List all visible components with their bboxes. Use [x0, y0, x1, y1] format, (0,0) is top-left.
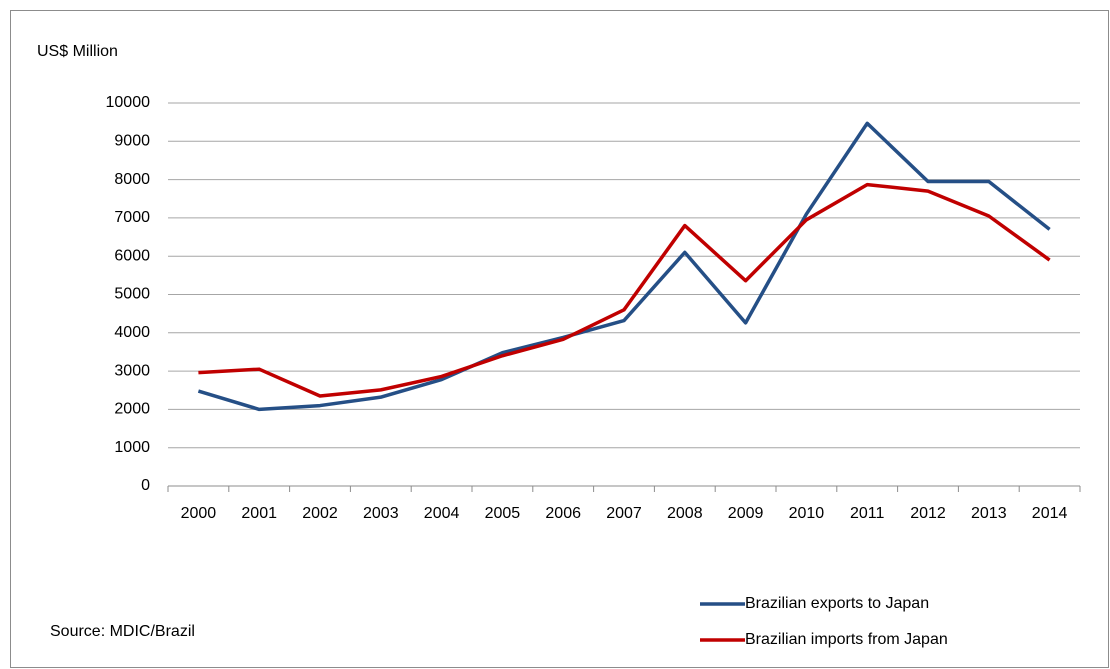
y-tick-label: 4000 — [114, 324, 150, 341]
x-tick-label: 2014 — [1032, 505, 1068, 522]
source-note: Source: MDIC/Brazil — [50, 623, 195, 640]
y-tick-label: 0 — [141, 477, 150, 494]
y-tick-label: 9000 — [114, 133, 150, 150]
x-tick-label: 2009 — [728, 505, 764, 522]
x-tick-label: 2000 — [181, 505, 217, 522]
x-tick-label: 2008 — [667, 505, 703, 522]
x-tick-label: 2007 — [606, 505, 642, 522]
x-tick-label: 2003 — [363, 505, 399, 522]
y-tick-label: 6000 — [114, 247, 150, 264]
x-tick-label: 2001 — [241, 505, 277, 522]
x-tick-label: 2006 — [545, 505, 581, 522]
legend-label: Brazilian exports to Japan — [745, 595, 929, 612]
y-axis-label: US$ Million — [37, 43, 118, 60]
y-tick-label: 7000 — [114, 209, 150, 226]
series-line — [198, 182, 1051, 398]
y-tick-label: 5000 — [114, 286, 150, 303]
series-line — [197, 121, 1051, 412]
x-tick-label: 2012 — [910, 505, 946, 522]
x-tick-label: 2010 — [789, 505, 825, 522]
x-tick-label: 2011 — [850, 505, 885, 522]
y-tick-label: 3000 — [114, 362, 150, 379]
y-tick-label: 8000 — [114, 171, 150, 188]
x-tick-label: 2013 — [971, 505, 1007, 522]
y-tick-label: 1000 — [114, 439, 150, 456]
y-tick-label: 10000 — [106, 94, 151, 111]
x-tick-label: 2004 — [424, 505, 460, 522]
x-tick-label: 2005 — [485, 505, 521, 522]
y-tick-label: 2000 — [114, 401, 150, 418]
legend-label: Brazilian imports from Japan — [745, 631, 948, 648]
x-tick-label: 2002 — [302, 505, 338, 522]
